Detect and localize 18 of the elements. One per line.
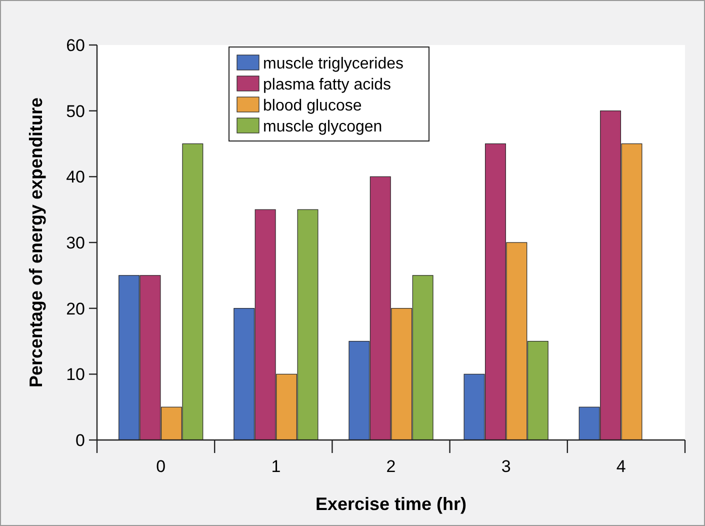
y-tick-label: 40 [66, 168, 85, 187]
legend-label: plasma fatty acids [263, 76, 392, 94]
x-tick-label: 4 [616, 457, 626, 476]
y-tick-label: 60 [66, 36, 85, 55]
y-tick-label: 0 [76, 430, 85, 450]
legend-label: muscle triglycerides [263, 56, 404, 73]
y-tick-label: 10 [66, 365, 85, 384]
y-tick-label: 30 [66, 233, 85, 252]
x-tick-label: 2 [386, 457, 396, 476]
x-tick-label: 1 [271, 457, 281, 476]
y-tick-label: 20 [66, 299, 85, 318]
y-axis-title: Percentage of energy expenditure [26, 97, 46, 388]
x-tick-label: 3 [501, 457, 511, 476]
legend-label: blood glucose [263, 98, 362, 115]
x-axis-title: Exercise time (hr) [315, 494, 467, 514]
x-tick-label: 0 [156, 457, 166, 476]
legend-label: muscle glycogen [263, 118, 382, 136]
y-tick-label: 50 [66, 102, 85, 121]
